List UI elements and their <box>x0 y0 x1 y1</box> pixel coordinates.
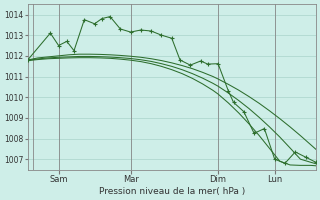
X-axis label: Pression niveau de la mer( hPa ): Pression niveau de la mer( hPa ) <box>99 187 245 196</box>
